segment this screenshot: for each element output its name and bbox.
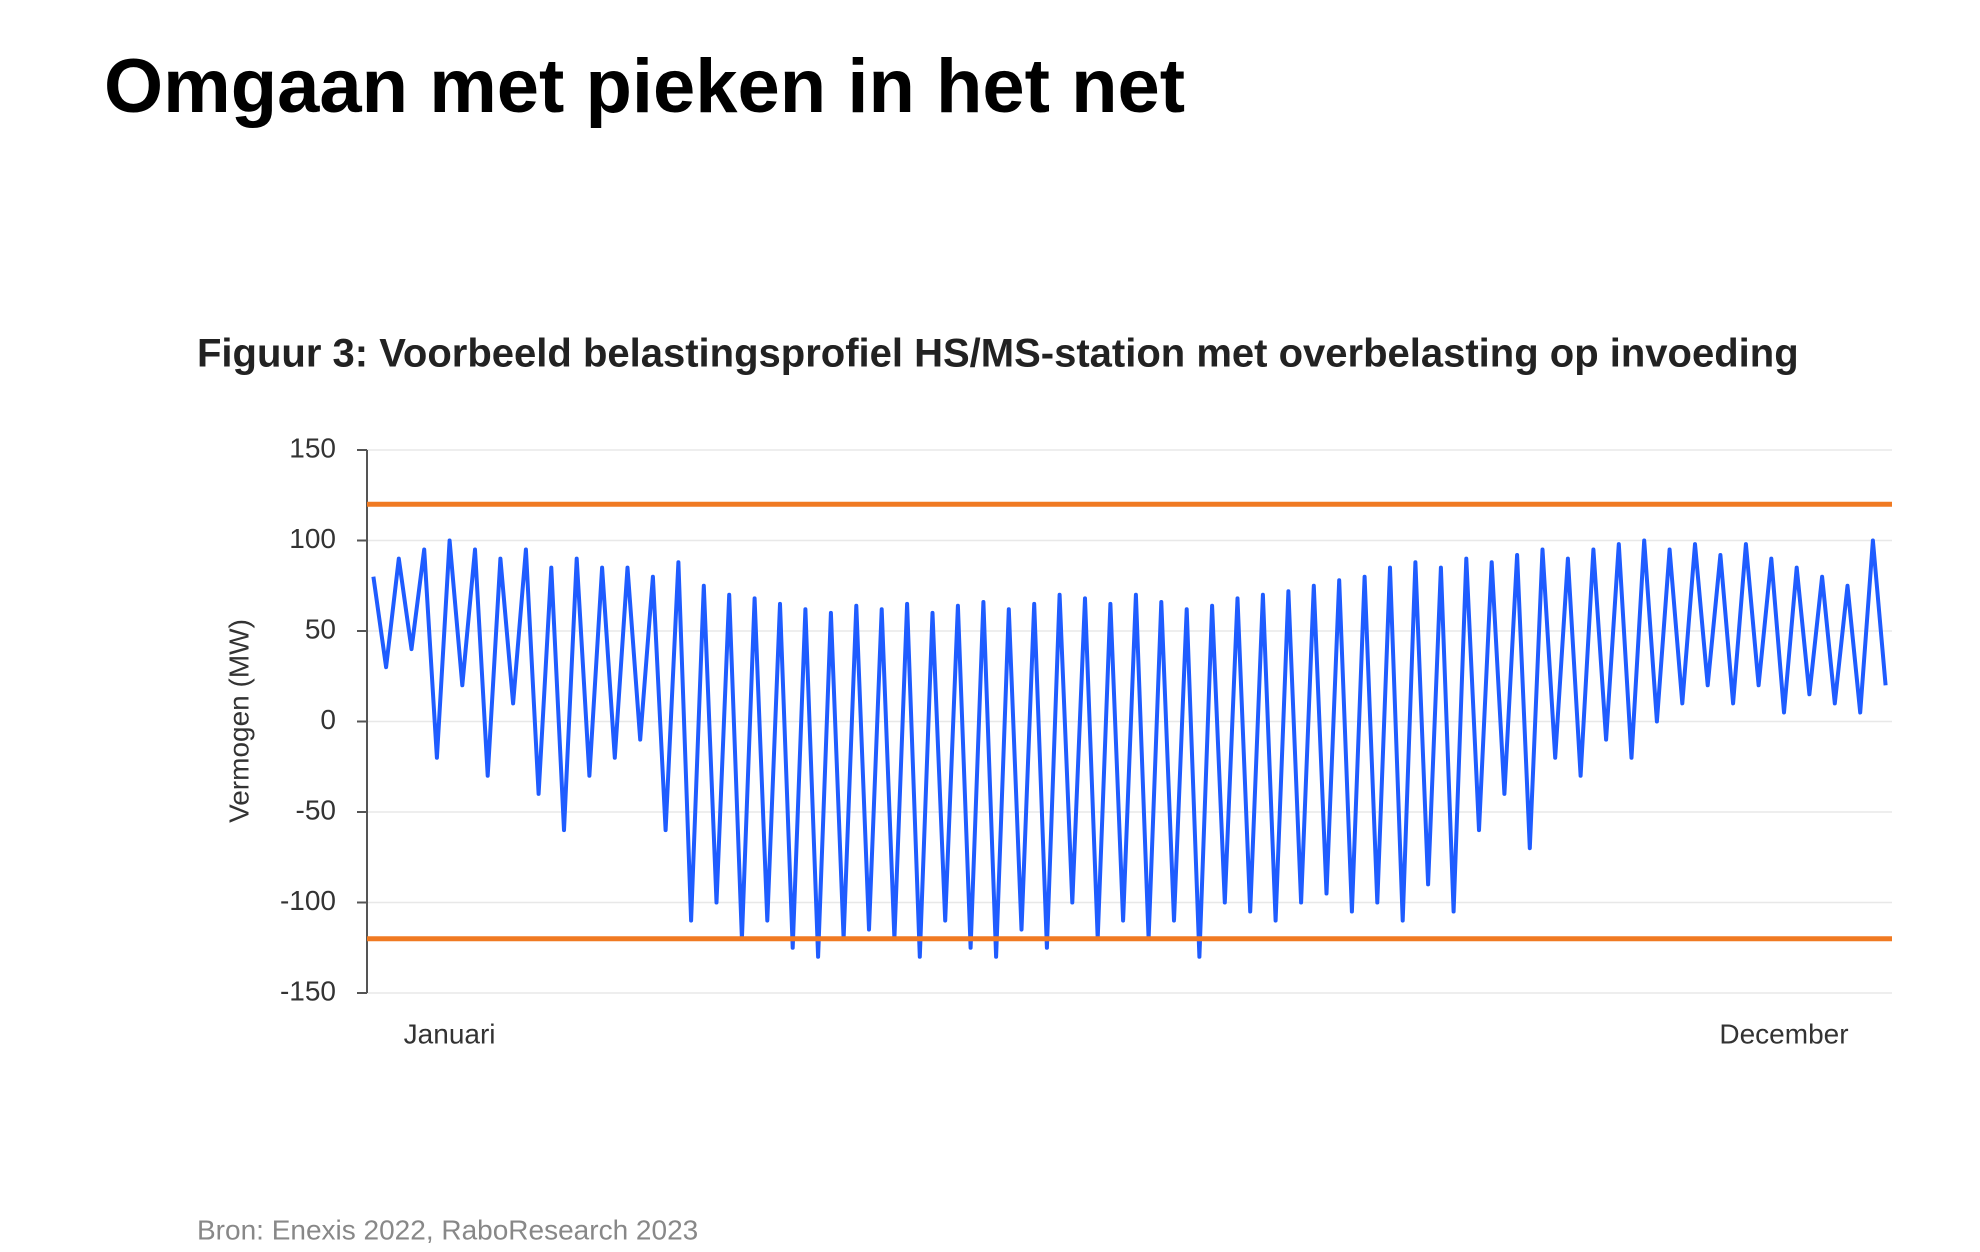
y-tick-label: 0 bbox=[320, 704, 336, 735]
y-tick-label: -50 bbox=[296, 794, 336, 825]
y-tick-label: 150 bbox=[289, 432, 336, 463]
source: Bron: Enexis 2022, RaboResearch 2023 bbox=[197, 1214, 698, 1245]
y-tick-label: -150 bbox=[280, 975, 336, 1006]
x-tick-label: Januari bbox=[404, 1018, 496, 1049]
y-tick-label: -100 bbox=[280, 885, 336, 916]
page-title: Omgaan met pieken in het net bbox=[104, 44, 1185, 129]
y-tick-label: 50 bbox=[305, 613, 336, 644]
x-tick-label: December bbox=[1719, 1018, 1848, 1049]
chart-title: Figuur 3: Voorbeeld belastingsprofiel HS… bbox=[197, 332, 1799, 376]
y-axis-label: Vermogen (MW) bbox=[223, 619, 254, 823]
y-tick-label: 100 bbox=[289, 523, 336, 554]
data-line bbox=[371, 538, 1888, 959]
